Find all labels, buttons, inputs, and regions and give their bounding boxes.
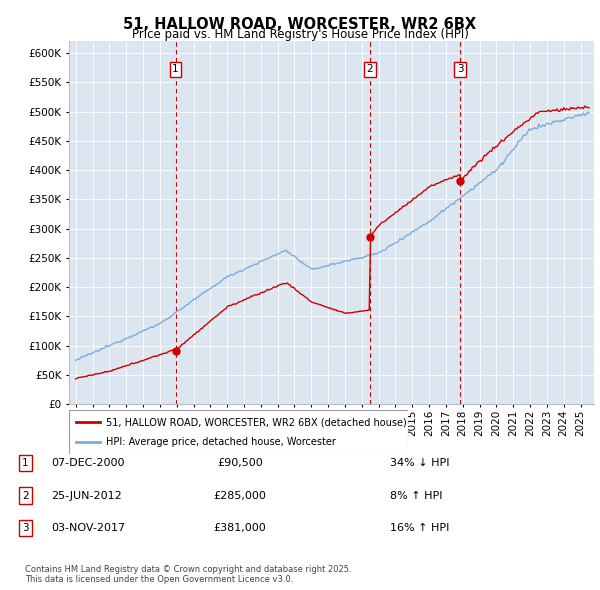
Text: 07-DEC-2000: 07-DEC-2000 — [51, 458, 125, 468]
Text: £285,000: £285,000 — [214, 491, 266, 500]
Text: 51, HALLOW ROAD, WORCESTER, WR2 6BX (detached house): 51, HALLOW ROAD, WORCESTER, WR2 6BX (det… — [106, 418, 407, 427]
Text: HPI: Average price, detached house, Worcester: HPI: Average price, detached house, Worc… — [106, 437, 336, 447]
Text: 8% ↑ HPI: 8% ↑ HPI — [390, 491, 443, 500]
Text: £381,000: £381,000 — [214, 523, 266, 533]
FancyBboxPatch shape — [69, 410, 408, 454]
Text: 1: 1 — [22, 458, 29, 468]
Text: 3: 3 — [22, 523, 29, 533]
Text: 03-NOV-2017: 03-NOV-2017 — [51, 523, 125, 533]
Text: 1: 1 — [172, 64, 179, 74]
Text: 34% ↓ HPI: 34% ↓ HPI — [390, 458, 449, 468]
Text: 2: 2 — [22, 491, 29, 500]
Text: 3: 3 — [457, 64, 463, 74]
Text: 25-JUN-2012: 25-JUN-2012 — [51, 491, 122, 500]
Text: Contains HM Land Registry data © Crown copyright and database right 2025.
This d: Contains HM Land Registry data © Crown c… — [25, 565, 352, 584]
Text: Price paid vs. HM Land Registry's House Price Index (HPI): Price paid vs. HM Land Registry's House … — [131, 28, 469, 41]
Text: 51, HALLOW ROAD, WORCESTER, WR2 6BX: 51, HALLOW ROAD, WORCESTER, WR2 6BX — [124, 17, 476, 31]
Text: £90,500: £90,500 — [217, 458, 263, 468]
Text: 16% ↑ HPI: 16% ↑ HPI — [390, 523, 449, 533]
Text: 2: 2 — [367, 64, 373, 74]
